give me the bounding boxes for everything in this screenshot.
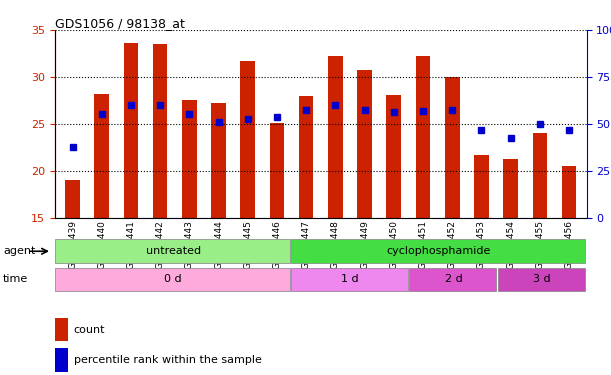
Text: agent: agent bbox=[3, 246, 35, 256]
Text: untreated: untreated bbox=[145, 246, 200, 256]
Text: cyclophosphamide: cyclophosphamide bbox=[387, 246, 491, 256]
Bar bbox=[533, 133, 547, 218]
Bar bbox=[357, 70, 372, 217]
Bar bbox=[55, 268, 290, 291]
Text: 0 d: 0 d bbox=[164, 274, 182, 284]
Bar bbox=[474, 154, 489, 218]
Text: time: time bbox=[3, 274, 28, 284]
Bar bbox=[503, 159, 518, 218]
Bar bbox=[299, 96, 313, 218]
Bar bbox=[498, 268, 585, 291]
Bar bbox=[55, 240, 290, 263]
Bar bbox=[65, 180, 80, 218]
Bar bbox=[387, 95, 401, 218]
Text: percentile rank within the sample: percentile rank within the sample bbox=[73, 355, 262, 365]
Text: 3 d: 3 d bbox=[533, 274, 551, 284]
Bar bbox=[55, 348, 68, 372]
Bar bbox=[211, 103, 226, 218]
Bar bbox=[415, 56, 430, 217]
Bar bbox=[95, 94, 109, 218]
Bar bbox=[55, 318, 68, 341]
Bar bbox=[409, 268, 497, 291]
Text: GDS1056 / 98138_at: GDS1056 / 98138_at bbox=[55, 17, 185, 30]
Text: 1 d: 1 d bbox=[342, 274, 359, 284]
Bar bbox=[291, 240, 585, 263]
Bar bbox=[269, 123, 284, 218]
Text: 2 d: 2 d bbox=[445, 274, 463, 284]
Bar bbox=[182, 100, 197, 218]
Bar bbox=[153, 44, 167, 218]
Text: count: count bbox=[73, 325, 105, 335]
Bar bbox=[291, 268, 408, 291]
Bar bbox=[328, 56, 343, 217]
Bar bbox=[123, 43, 138, 218]
Bar bbox=[562, 166, 576, 218]
Bar bbox=[241, 61, 255, 217]
Bar bbox=[445, 77, 459, 218]
